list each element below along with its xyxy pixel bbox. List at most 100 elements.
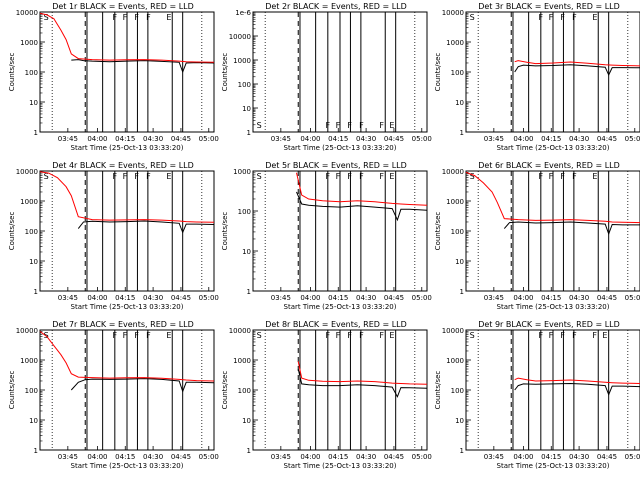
series-lld	[296, 172, 428, 206]
flag-label: E	[389, 331, 394, 340]
flag-label: F	[326, 121, 331, 130]
x-tick-label: 03:45	[271, 135, 291, 143]
panel-det-7: Det 7r BLACK = Events, RED = LLD 1 10 100 10…	[8, 320, 219, 470]
x-tick-label: 04:30	[356, 294, 376, 302]
flag-label: F	[336, 172, 341, 181]
flag-label: F	[113, 172, 118, 181]
x-tick-label: 05:00	[199, 453, 219, 461]
x-tick-label: 04:30	[356, 135, 376, 143]
flag-label: F	[336, 121, 341, 130]
x-tick-label: 03:45	[484, 453, 504, 461]
x-tick-label: 04:45	[597, 135, 617, 143]
flag-label: F	[379, 121, 384, 130]
series-lld	[465, 171, 640, 224]
y-tick-label: 10	[29, 258, 38, 266]
x-tick-label: 04:30	[356, 453, 376, 461]
x-tick-label: 04:15	[115, 453, 135, 461]
series-events	[514, 64, 640, 77]
flag-label: F	[359, 172, 364, 181]
y-tick-label: 10000	[442, 168, 464, 176]
x-tick-label: 04:15	[541, 135, 561, 143]
x-tick-label: 04:45	[171, 294, 191, 302]
x-tick-label: 04:45	[171, 135, 191, 143]
flag-label: F	[572, 172, 577, 181]
x-tick-label: 04:45	[597, 453, 617, 461]
y-tick-label: 10000	[442, 327, 464, 335]
y-axis-label: Counts/sec	[8, 212, 16, 251]
y-tick-label: 1000	[233, 168, 251, 176]
flag-label: F	[572, 13, 577, 22]
flag-label: E	[389, 121, 394, 130]
y-tick-label: 1	[34, 129, 38, 137]
x-tick-label: 03:45	[58, 135, 78, 143]
panel-det-5: Det 5r BLACK = Events, RED = LLD 1 10 100 10…	[221, 161, 432, 311]
y-axis-label: Counts/sec	[434, 371, 442, 410]
x-tick-label: 03:45	[484, 294, 504, 302]
y-tick-label: 100	[238, 81, 251, 89]
flag-label: E	[592, 13, 597, 22]
y-tick-label: 1	[247, 447, 251, 455]
flag-label: S	[257, 172, 262, 181]
flag-label: F	[146, 172, 151, 181]
panel-title: Det 8r BLACK = Events, RED = LLD	[265, 320, 407, 329]
flag-label: F	[539, 13, 544, 22]
flag-label: E	[166, 331, 171, 340]
y-tick-label: 1e-6	[235, 9, 251, 17]
panel-det-2: Det 2r BLACK = Events, RED = LLD 1 10 100 10…	[221, 2, 432, 152]
y-axis-label: Counts/sec	[221, 53, 229, 92]
y-tick-label: 100	[238, 208, 251, 216]
x-tick-label: 04:45	[597, 294, 617, 302]
y-tick-label: 10	[455, 258, 464, 266]
x-tick-label: 03:45	[58, 294, 78, 302]
panel-title: Det 7r BLACK = Events, RED = LLD	[52, 320, 194, 329]
flag-label: E	[389, 172, 394, 181]
flag-label: S	[470, 13, 475, 22]
panel-det-9: Det 9r BLACK = Events, RED = LLD 1 10 100 10…	[434, 320, 640, 470]
x-axis-label: Start Time (25-Oct-13 03:33:20)	[71, 303, 184, 311]
y-tick-label: 1	[460, 447, 464, 455]
x-tick-label: 04:30	[143, 294, 163, 302]
flag-label: F	[113, 13, 118, 22]
flag-label: F	[560, 331, 565, 340]
panel-title: Det 4r BLACK = Events, RED = LLD	[52, 161, 194, 170]
x-tick-label: 04:00	[87, 453, 107, 461]
flag-label: S	[257, 331, 262, 340]
x-tick-label: 05:00	[412, 453, 432, 461]
y-tick-label: 100	[25, 387, 38, 395]
flag-label: F	[560, 172, 565, 181]
x-axis-label: Start Time (25-Oct-13 03:33:20)	[497, 144, 610, 152]
series-events	[70, 378, 215, 393]
flag-label: F	[134, 13, 139, 22]
y-tick-label: 1000	[446, 357, 464, 365]
x-axis-label: Start Time (25-Oct-13 03:33:20)	[284, 462, 397, 470]
x-tick-label: 04:30	[569, 294, 589, 302]
x-tick-label: 04:45	[384, 453, 404, 461]
flag-label: F	[326, 331, 331, 340]
flag-label: F	[123, 331, 128, 340]
x-tick-label: 04:00	[513, 294, 533, 302]
y-tick-label: 10	[242, 248, 251, 256]
x-tick-label: 04:45	[384, 294, 404, 302]
flag-label: F	[347, 172, 352, 181]
y-tick-label: 1	[34, 447, 38, 455]
x-tick-label: 04:00	[513, 135, 533, 143]
x-tick-label: 04:15	[541, 294, 561, 302]
series-events	[297, 368, 428, 398]
y-tick-label: 100	[451, 228, 464, 236]
x-tick-label: 05:00	[625, 294, 640, 302]
y-tick-label: 10	[29, 99, 38, 107]
x-tick-label: 04:00	[87, 135, 107, 143]
panel-title: Det 9r BLACK = Events, RED = LLD	[478, 320, 620, 329]
x-tick-label: 05:00	[625, 135, 640, 143]
y-tick-label: 100	[451, 387, 464, 395]
series-events	[296, 191, 428, 222]
flag-label: E	[592, 172, 597, 181]
panel-det-6: Det 6r BLACK = Events, RED = LLD 1 10 100 10…	[434, 161, 640, 311]
flag-label: F	[134, 331, 139, 340]
y-tick-label: 100	[25, 228, 38, 236]
y-tick-label: 1000	[446, 39, 464, 47]
x-tick-label: 04:15	[541, 453, 561, 461]
y-tick-label: 1000	[446, 198, 464, 206]
flag-label: F	[379, 172, 384, 181]
